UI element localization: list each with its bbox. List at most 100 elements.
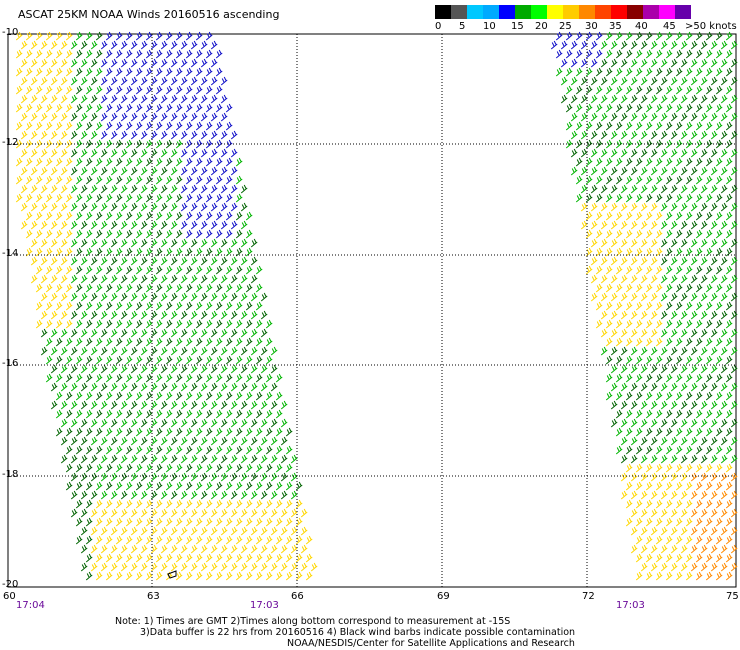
wind-barb [660, 274, 668, 284]
wind-barb [240, 436, 248, 446]
wind-barb [630, 472, 638, 482]
wind-barb [720, 454, 728, 464]
wind-barb [660, 490, 668, 500]
wind-barb [205, 499, 213, 509]
wind-barb [95, 31, 103, 41]
wind-barb [115, 283, 123, 293]
wind-barb [50, 256, 58, 266]
colorbar-swatch [611, 5, 627, 19]
wind-barb [140, 508, 148, 518]
wind-barb [115, 247, 123, 257]
wind-barb [650, 508, 658, 518]
wind-barb [115, 193, 123, 203]
wind-barb [255, 481, 263, 491]
wind-barb [630, 238, 638, 248]
wind-barb [590, 202, 598, 212]
wind-barb [125, 409, 133, 419]
wind-barb [245, 301, 253, 311]
wind-barb [105, 175, 113, 185]
wind-barb [245, 535, 253, 545]
wind-barb [605, 337, 613, 347]
wind-barb [705, 67, 713, 77]
wind-barb [230, 490, 238, 500]
wind-barb [220, 436, 228, 446]
wind-barb [670, 310, 678, 320]
wind-barb [95, 319, 103, 329]
wind-barb [220, 490, 228, 500]
wind-barb [245, 409, 253, 419]
wind-barb [235, 535, 243, 545]
wind-barb [85, 391, 93, 401]
wind-barb [200, 400, 208, 410]
wind-barb [150, 238, 158, 248]
wind-barb [135, 463, 143, 473]
wind-barb [580, 166, 588, 176]
wind-barb [105, 301, 113, 311]
wind-barb [685, 121, 693, 131]
wind-barb [630, 58, 638, 68]
wind-barb [630, 166, 638, 176]
wind-barb [85, 229, 93, 239]
wind-barb [615, 427, 623, 437]
wind-barb [110, 112, 118, 122]
lon-label: 63 [147, 591, 160, 602]
wind-barb [115, 301, 123, 311]
wind-barb [290, 544, 298, 554]
wind-barb [625, 229, 633, 239]
wind-barb [15, 31, 23, 41]
wind-barb [675, 445, 683, 455]
wind-barb [225, 463, 233, 473]
wind-barb [175, 319, 183, 329]
wind-barb [200, 346, 208, 356]
wind-barb [110, 220, 118, 230]
wind-barb [625, 121, 633, 131]
wind-barb [275, 427, 283, 437]
wind-barb [675, 211, 683, 221]
wind-barb [110, 58, 118, 68]
wind-barb [110, 94, 118, 104]
wind-barb [130, 526, 138, 536]
wind-barb [725, 247, 733, 257]
wind-barb [80, 508, 88, 518]
wind-barb [140, 76, 148, 86]
wind-barb [665, 301, 673, 311]
wind-barb [210, 562, 218, 572]
wind-barb [35, 121, 43, 131]
wind-barb [695, 337, 703, 347]
wind-barb [75, 139, 83, 149]
wind-barb [610, 184, 618, 194]
wind-barb [645, 283, 653, 293]
wind-barb [220, 382, 228, 392]
wind-barb [585, 31, 593, 41]
wind-barb [725, 211, 733, 221]
wind-barb [140, 472, 148, 482]
wind-barb [115, 409, 123, 419]
wind-barb [595, 49, 603, 59]
wind-barb [280, 544, 288, 554]
wind-barb [670, 526, 678, 536]
wind-barb [130, 130, 138, 140]
wind-barb [630, 328, 638, 338]
wind-barb [295, 553, 303, 563]
wind-barb [210, 148, 218, 158]
wind-barb [90, 58, 98, 68]
wind-barb [250, 418, 258, 428]
wind-barb [205, 373, 213, 383]
wind-barb [185, 391, 193, 401]
wind-barb [685, 391, 693, 401]
wind-barb [225, 445, 233, 455]
wind-barb [650, 562, 658, 572]
wind-barb [135, 409, 143, 419]
wind-barb [595, 31, 603, 41]
wind-barb [715, 157, 723, 167]
wind-barb [25, 175, 33, 185]
wind-barb [215, 175, 223, 185]
wind-barb [725, 175, 733, 185]
wind-barb [575, 157, 583, 167]
wind-barb [685, 265, 693, 275]
wind-barb [690, 544, 698, 554]
wind-barb [695, 157, 703, 167]
wind-barb [130, 310, 138, 320]
wind-barb [720, 40, 728, 50]
wind-barb [260, 526, 268, 536]
